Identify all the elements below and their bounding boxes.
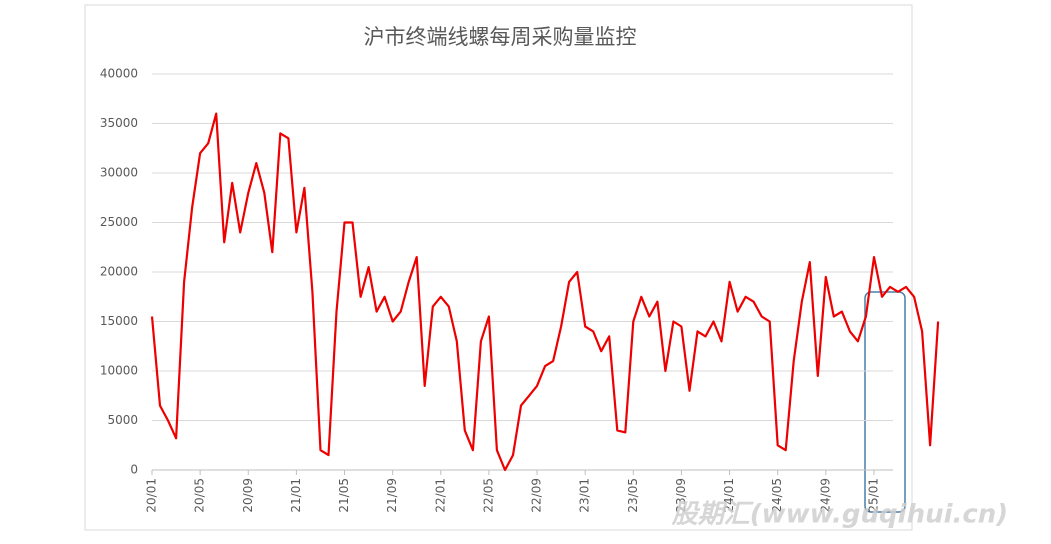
x-tick-label: 21/05 [337,478,351,513]
x-tick-label: 20/09 [241,478,255,513]
y-tick-label: 5000 [107,413,138,427]
chart-frame [84,4,913,531]
data-line [150,112,940,472]
x-tick-label: 25/01 [866,478,880,513]
chart-title: 沪市终端线螺每周采购量监控 [364,25,637,49]
x-tick-label: 20/05 [193,478,207,513]
x-tick-label: 21/09 [385,478,399,513]
y-tick-label: 20000 [100,265,138,279]
x-tick-label: 23/05 [626,478,640,513]
x-tick-label: 23/09 [674,478,688,513]
x-tick-label: 23/01 [578,478,592,513]
y-tick-label: 10000 [100,364,138,378]
x-tick-label: 24/01 [722,478,736,513]
y-tick-label: 15000 [100,314,138,328]
x-tick-label: 21/01 [289,478,303,513]
y-tick-label: 40000 [100,67,138,81]
y-tick-label: 25000 [100,215,138,229]
x-tick-label: 24/09 [818,478,832,513]
x-tick-label: 22/01 [433,478,447,513]
y-tick-label: 0 [130,463,138,477]
x-tick-label: 24/05 [770,478,784,513]
watermark: 股期汇(www.guqihui.cn) [671,500,1008,530]
x-tick-label: 20/01 [145,478,159,513]
y-tick-label: 30000 [100,166,138,180]
x-tick-label: 22/05 [481,478,495,513]
x-tick-label: 22/09 [530,478,544,513]
y-tick-label: 35000 [100,116,138,130]
